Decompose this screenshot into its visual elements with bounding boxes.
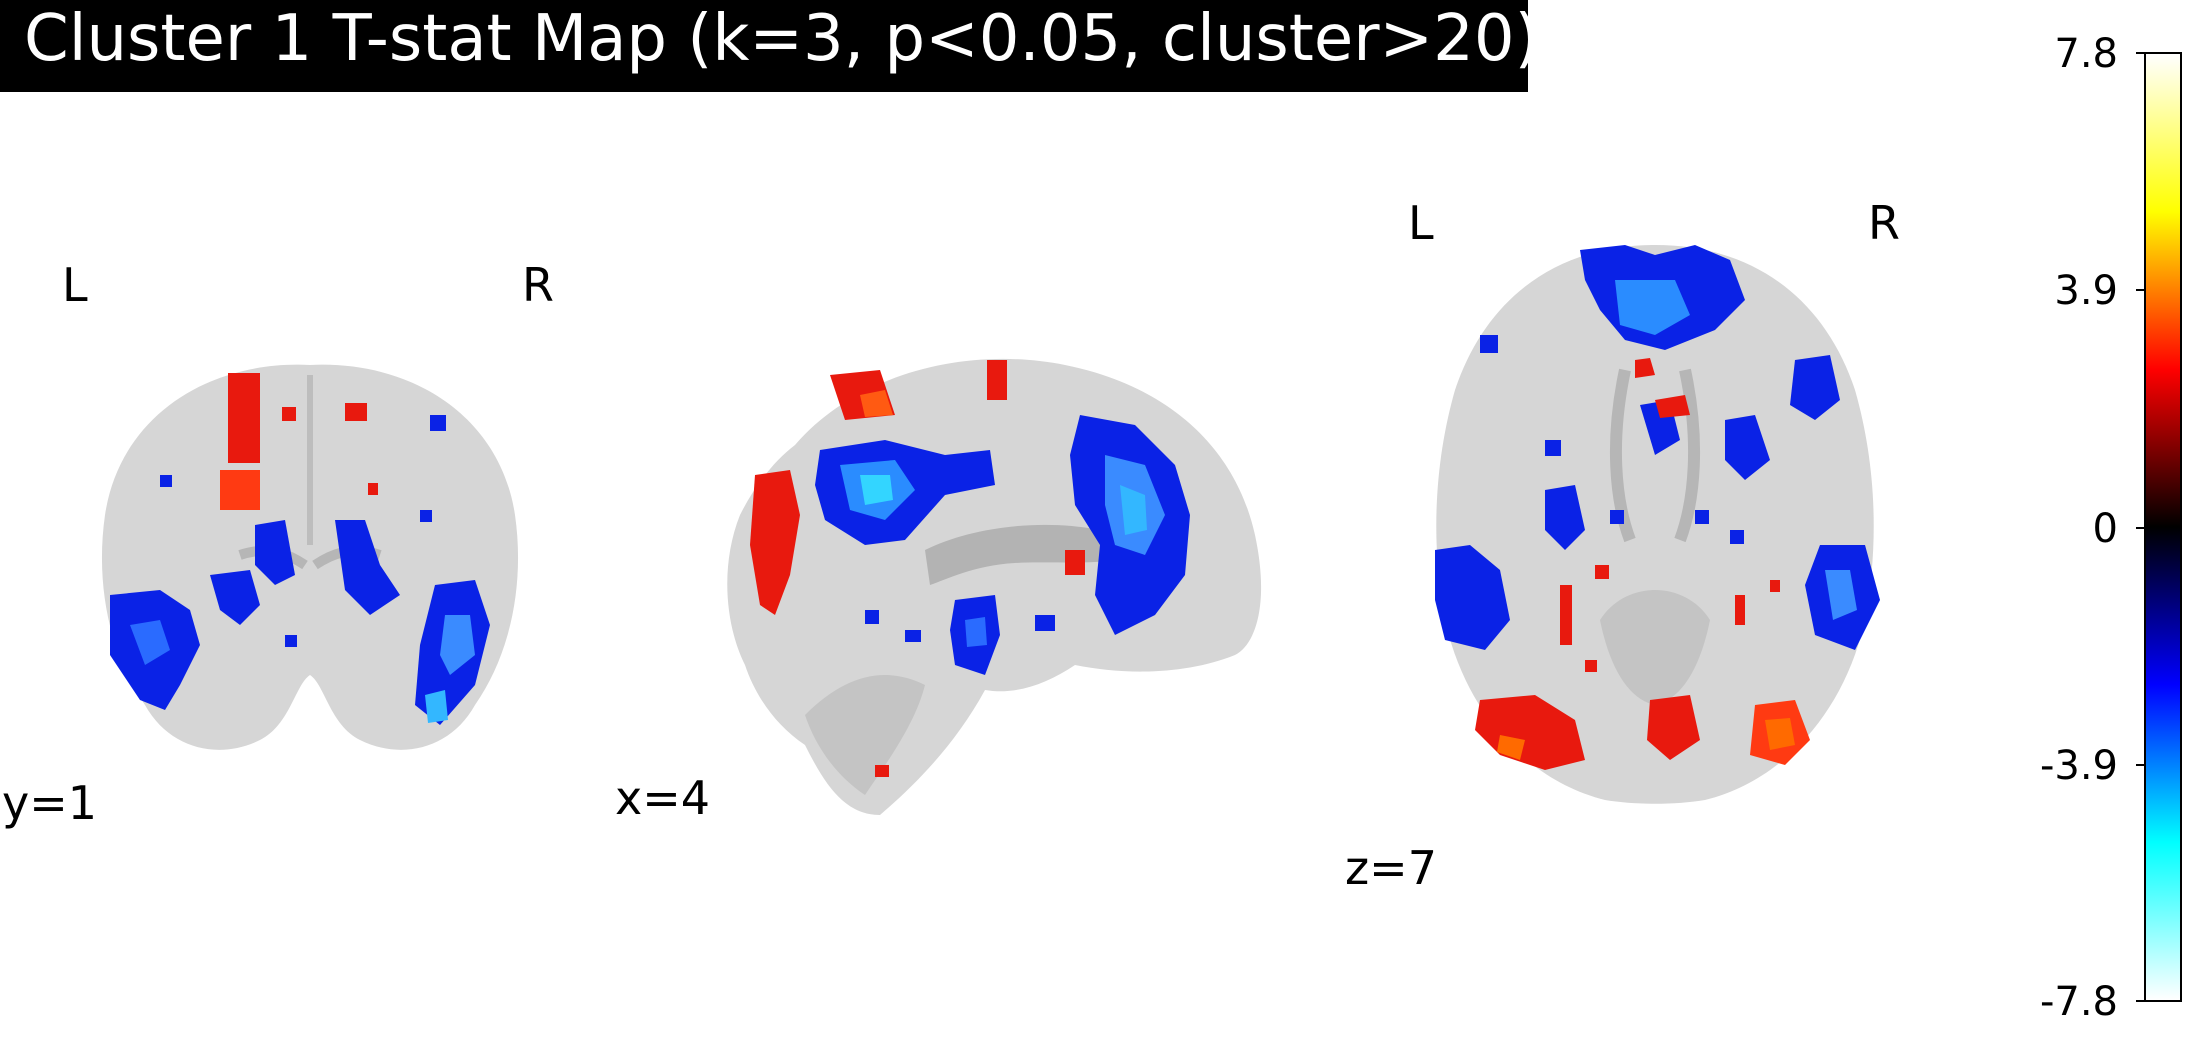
coronal-negative-clusters [110,415,490,725]
coronal-right-label: R [522,258,554,312]
sagittal-positive-clusters [750,360,1085,777]
coronal-coord-label: y=1 [2,776,98,830]
axial-negative-clusters [1435,245,1880,650]
colorbar-tick-label: 0 [2092,506,2118,552]
colorbar-tick-label: 3.9 [2054,268,2118,314]
sagittal-negative-clusters [815,415,1190,675]
colorbar-tick-label: 7.8 [2054,31,2118,77]
coronal-left-label: L [62,258,88,312]
colorbar-tickmark [2136,289,2144,291]
colorbar-tick-label: -3.9 [2039,743,2118,789]
axial-left-label: L [1408,196,1434,250]
axial-slice [1435,245,1880,804]
coronal-positive-clusters [220,373,378,510]
colorbar [2144,52,2182,1002]
colorbar-tickmark [2136,52,2144,54]
coronal-slice [101,364,519,750]
axial-right-label: R [1868,196,1900,250]
axial-coord-label: z=7 [1345,841,1437,895]
figure-title-box: Cluster 1 T-stat Map (k=3, p<0.05, clust… [0,0,1540,92]
colorbar-tickmark [2136,527,2144,529]
sagittal-coord-label: x=4 [615,771,711,825]
colorbar-tick-label: -7.8 [2039,979,2118,1025]
colorbar-tickmark [2136,1000,2144,1002]
colorbar-tickmark [2136,764,2144,766]
sagittal-slice [727,358,1262,815]
axial-positive-clusters [1475,358,1810,770]
figure-title: Cluster 1 T-stat Map (k=3, p<0.05, clust… [24,2,1540,76]
